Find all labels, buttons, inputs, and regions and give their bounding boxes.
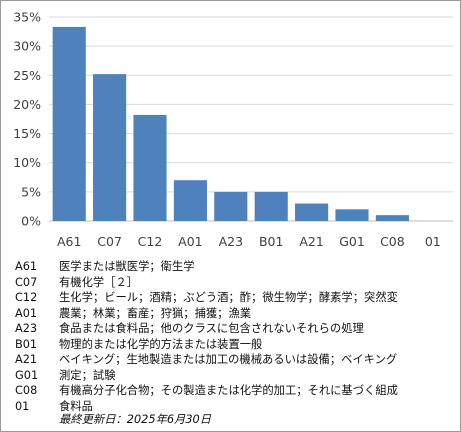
x-tick-label: A23 — [219, 234, 243, 249]
x-tick-label: 01 — [425, 234, 441, 249]
legend-code: C07 — [15, 275, 38, 289]
legend-row: A61 医学または獣医学；衛生学 — [15, 259, 455, 275]
last-updated: 最終更新日：2025年6月30日 — [59, 413, 211, 426]
x-tick-label: C12 — [138, 234, 163, 249]
legend-row: C08 有機高分子化合物；その製造または化学的加工；それに基づく組成 — [15, 383, 455, 399]
bar-c07 — [93, 74, 127, 222]
legend-desc: 有機化学［２］ — [59, 275, 139, 289]
bar-a21 — [295, 203, 329, 221]
legend-desc: 有機高分子化合物；その製造または化学的加工；それに基づく組成 — [59, 384, 398, 397]
bar-b01 — [254, 191, 288, 221]
bar-a23 — [214, 191, 248, 221]
y-axis-ticks: 0% 5% 10% 15% 20% 25% 30% 35% — [13, 10, 41, 229]
bar-g01 — [335, 209, 369, 221]
legend-row: A21 ベイキング；生地製造または加工の機械あるいは設備；ベイキング — [15, 352, 455, 368]
bar-a61 — [52, 26, 86, 222]
legend-desc: 食料品 — [59, 399, 93, 413]
legend-code: C08 — [15, 384, 38, 397]
bar-c08 — [375, 215, 409, 221]
legend-desc: 医学または獣医学；衛生学 — [59, 260, 195, 273]
y-tick-label: 30% — [13, 39, 41, 54]
bar-chart: 0% 5% 10% 15% 20% 25% 30% 35% A61 C07 C12 A01 A23 B0… — [13, 10, 453, 249]
x-tick-label: A21 — [299, 234, 323, 249]
y-tick-label: 5% — [21, 184, 41, 199]
legend-desc: ベイキング；生地製造または加工の機械あるいは設備；ベイキング — [59, 353, 398, 366]
bars — [52, 26, 409, 222]
x-tick-label: A01 — [178, 234, 202, 249]
y-tick-label: 0% — [21, 214, 41, 229]
y-tick-label: 25% — [13, 68, 41, 83]
legend-code: A01 — [15, 306, 38, 320]
legend-desc: 農業；林業；畜産；狩猟；捕獲；漁業 — [59, 306, 252, 320]
legend-desc: 食品または食料品；他のクラスに包含されないそれらの処理 — [59, 322, 364, 335]
x-tick-label: A61 — [57, 234, 81, 249]
legend-desc: 生化学；ビール；酒精；ぶどう酒；酢；微生物学；酵素学；突然変 — [59, 291, 398, 304]
y-tick-label: 10% — [13, 155, 41, 170]
legend-code: C12 — [15, 291, 38, 304]
x-tick-label: B01 — [259, 234, 283, 249]
legend-code: A21 — [15, 353, 38, 366]
legend-row: C12 生化学；ビール；酒精；ぶどう酒；酢；微生物学；酵素学；突然変 — [15, 290, 455, 306]
legend-row: A01 農業；林業；畜産；狩猟；捕獲；漁業 — [15, 306, 455, 322]
y-tick-label: 20% — [13, 97, 41, 112]
bar-a01 — [173, 180, 207, 221]
legend-row: C07 有機化学［２］ — [15, 275, 455, 291]
legend-row: B01 物理的または化学的方法または装置一般 — [15, 337, 455, 353]
legend-row: 01 食料品 — [15, 399, 455, 415]
x-tick-label: G01 — [339, 234, 365, 249]
legend-row: A23 食品または食料品；他のクラスに包含されないそれらの処理 — [15, 321, 455, 337]
x-tick-label: C08 — [380, 234, 405, 249]
legend-desc: 測定；試験 — [59, 368, 116, 382]
legend-code: 01 — [15, 399, 30, 413]
bar-c12 — [133, 114, 167, 221]
legend-code: A61 — [15, 260, 38, 273]
legend-desc: 物理的または化学的方法または装置一般 — [59, 337, 263, 351]
x-tick-label: C07 — [97, 234, 122, 249]
y-tick-label: 35% — [13, 10, 41, 25]
category-legend: A61 医学または獣医学；衛生学 C07 有機化学［２］ C12 生化学；ビール；酒精… — [15, 259, 455, 414]
legend-code: A23 — [15, 322, 38, 335]
legend-code: G01 — [15, 368, 39, 382]
legend-row: G01 測定；試験 — [15, 368, 455, 384]
y-tick-label: 15% — [13, 126, 41, 141]
x-axis-ticks: A61 C07 C12 A01 A23 B01 A21 G01 C08 01 — [57, 234, 441, 249]
legend-code: B01 — [15, 337, 38, 351]
